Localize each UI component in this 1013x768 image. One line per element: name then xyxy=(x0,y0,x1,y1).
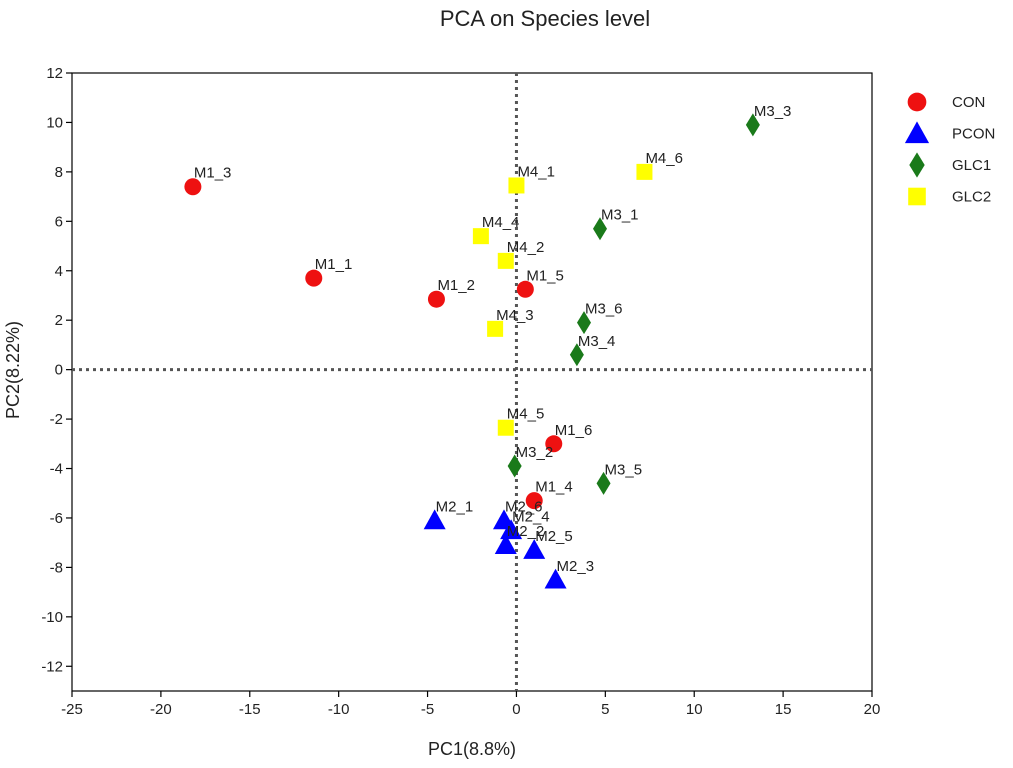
point-label: M2_2 xyxy=(507,523,545,540)
x-tick-label: 0 xyxy=(512,701,520,718)
y-tick-label: -4 xyxy=(50,461,63,478)
point-label: M4_6 xyxy=(645,150,683,167)
data-point-m4-2 xyxy=(497,252,514,269)
y-tick-label: 6 xyxy=(55,213,63,230)
y-tick-label: 0 xyxy=(55,362,63,379)
data-point-m1-6 xyxy=(545,435,563,453)
x-tick-label: -20 xyxy=(150,701,172,718)
data-point-m3-3 xyxy=(745,113,760,137)
point-label: M1_2 xyxy=(437,277,475,294)
plot-area: -25 -20 -15 -10 -5 0 5 10 15 20-12-10-8-6-4-20246… xyxy=(41,65,880,718)
point-label: M4_2 xyxy=(507,239,545,256)
data-point-m2-2 xyxy=(494,534,517,554)
data-point-m4-5 xyxy=(497,419,514,436)
legend-label-glc1: GLC1 xyxy=(952,157,991,174)
point-label: M3_4 xyxy=(578,333,616,350)
x-tick-label: 5 xyxy=(601,701,609,718)
data-point-m3-2 xyxy=(507,454,522,478)
data-point-m2-4 xyxy=(500,519,523,540)
legend-marker-pcon xyxy=(904,121,930,144)
point-label: M1_1 xyxy=(315,256,353,273)
y-tick-label: 2 xyxy=(55,312,63,329)
data-point-m2-1 xyxy=(423,509,446,530)
y-tick-label: -2 xyxy=(50,411,63,428)
data-point-m4-6 xyxy=(636,163,653,180)
data-point-m4-1 xyxy=(508,177,525,194)
y-tick-label: -8 xyxy=(50,559,63,576)
point-label: M2_1 xyxy=(436,498,474,515)
data-point-m2-5 xyxy=(523,539,546,559)
point-label: M2_3 xyxy=(557,558,595,575)
chart-title: PCA on Species level xyxy=(440,6,650,31)
data-point-m1-1 xyxy=(305,269,323,287)
y-tick-label: -12 xyxy=(41,658,63,675)
x-tick-label: 20 xyxy=(864,701,881,718)
point-label: M1_4 xyxy=(535,479,573,496)
y-tick-label: 12 xyxy=(46,65,63,82)
x-tick-label: -5 xyxy=(421,701,434,718)
data-point-m3-4 xyxy=(569,343,584,367)
legend-label-glc2: GLC2 xyxy=(952,189,991,206)
point-label: M4_5 xyxy=(507,406,545,423)
y-tick-label: 4 xyxy=(55,263,63,280)
data-point-m4-3 xyxy=(487,320,504,337)
x-tick-label: -15 xyxy=(239,701,261,718)
y-tick-label: -6 xyxy=(50,510,63,527)
x-tick-label: -10 xyxy=(328,701,350,718)
point-label: M3_3 xyxy=(754,103,792,120)
legend: CON PCON GLC1 GLC2 xyxy=(904,92,995,206)
y-axis-label: PC2(8.22%) xyxy=(3,321,23,419)
x-tick-label: 10 xyxy=(686,701,703,718)
point-label: M3_5 xyxy=(605,461,643,478)
x-axis-label: PC1(8.8%) xyxy=(428,739,516,759)
point-label: M2_5 xyxy=(535,528,573,545)
plot-frame xyxy=(71,72,873,692)
point-label: M4_1 xyxy=(517,163,555,180)
y-tick-label: -10 xyxy=(41,609,63,626)
data-point-m4-4 xyxy=(472,228,489,245)
legend-marker-glc2 xyxy=(908,187,926,206)
x-tick-label: 15 xyxy=(775,701,792,718)
legend-label-pcon: PCON xyxy=(952,126,995,143)
point-label: M1_5 xyxy=(526,267,564,284)
legend-marker-con xyxy=(907,92,927,112)
point-label: M3_2 xyxy=(516,444,554,461)
point-label: M4_4 xyxy=(482,214,520,231)
legend-marker-glc1 xyxy=(909,152,925,178)
y-tick-label: 8 xyxy=(55,164,63,181)
y-tick-label: 10 xyxy=(46,114,63,131)
data-point-m1-5 xyxy=(516,280,534,298)
point-label: M4_3 xyxy=(496,307,534,324)
data-point-m1-2 xyxy=(427,290,445,308)
data-point-m3-6 xyxy=(577,311,591,335)
legend-label-con: CON xyxy=(952,94,985,111)
point-label: M1_3 xyxy=(194,165,232,182)
data-point-m1-4 xyxy=(525,492,543,510)
x-tick-label: -25 xyxy=(61,701,83,718)
data-point-m1-3 xyxy=(184,178,202,196)
point-label: M1_6 xyxy=(555,422,593,439)
point-label: M3_1 xyxy=(601,207,639,224)
point-label: M2_4 xyxy=(512,508,550,525)
point-label: M3_6 xyxy=(585,301,623,318)
data-point-m2-3 xyxy=(544,568,567,589)
data-point-m3-1 xyxy=(593,217,607,241)
data-point-m3-5 xyxy=(596,471,611,495)
point-label: M2_6 xyxy=(505,498,543,515)
